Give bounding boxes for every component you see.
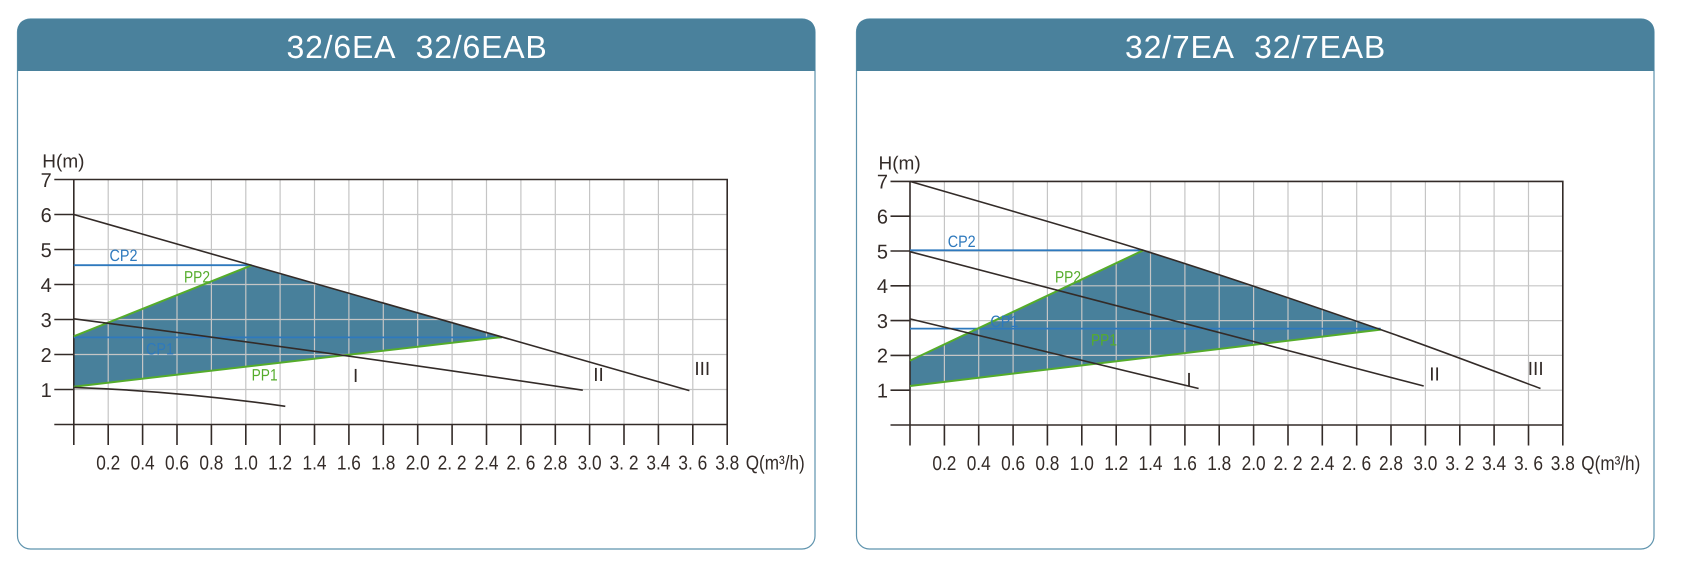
svg-text:CP1: CP1 xyxy=(990,313,1018,331)
svg-text:CP1: CP1 xyxy=(146,340,174,358)
svg-text:PP2: PP2 xyxy=(184,269,210,287)
svg-text:3. 2: 3. 2 xyxy=(1445,453,1474,475)
svg-text:2.4: 2.4 xyxy=(475,452,499,474)
svg-text:0.6: 0.6 xyxy=(1001,453,1025,475)
svg-text:7: 7 xyxy=(41,170,52,192)
svg-text:PP1: PP1 xyxy=(252,366,278,384)
svg-text:0.4: 0.4 xyxy=(967,453,991,475)
svg-text:32/7EA 32/7EAB: 32/7EA 32/7EAB xyxy=(1125,29,1386,65)
svg-text:2.8: 2.8 xyxy=(1379,453,1403,475)
svg-text:H(m): H(m) xyxy=(42,152,84,173)
svg-text:3.0: 3.0 xyxy=(578,452,602,474)
svg-text:1.2: 1.2 xyxy=(268,452,292,474)
svg-text:5: 5 xyxy=(877,241,888,263)
svg-text:2: 2 xyxy=(41,345,52,367)
svg-text:5: 5 xyxy=(41,240,52,262)
svg-text:I: I xyxy=(1186,370,1191,391)
svg-text:3.0: 3.0 xyxy=(1413,453,1437,475)
svg-text:1.4: 1.4 xyxy=(1139,453,1163,475)
svg-text:2.0: 2.0 xyxy=(406,452,430,474)
svg-text:3.8: 3.8 xyxy=(715,452,739,474)
svg-text:32/6EA 32/6EAB: 32/6EA 32/6EAB xyxy=(286,29,547,65)
svg-text:0.2: 0.2 xyxy=(932,453,956,475)
svg-text:0.8: 0.8 xyxy=(1035,453,1059,475)
svg-text:1: 1 xyxy=(877,381,888,403)
svg-text:3. 6: 3. 6 xyxy=(1514,453,1543,475)
svg-text:3: 3 xyxy=(41,310,52,332)
svg-text:1: 1 xyxy=(41,380,52,402)
svg-text:II: II xyxy=(593,365,604,386)
svg-text:1.6: 1.6 xyxy=(337,452,361,474)
svg-text:4: 4 xyxy=(41,275,52,297)
svg-text:2. 2: 2. 2 xyxy=(1274,453,1303,475)
svg-text:1.0: 1.0 xyxy=(1070,453,1094,475)
svg-text:3: 3 xyxy=(877,311,888,333)
svg-text:Q(m³/h): Q(m³/h) xyxy=(1581,453,1640,475)
svg-text:1.2: 1.2 xyxy=(1104,453,1128,475)
svg-text:II: II xyxy=(1429,365,1440,386)
svg-text:III: III xyxy=(1528,359,1544,380)
svg-text:6: 6 xyxy=(41,205,52,227)
svg-text:2.4: 2.4 xyxy=(1310,453,1334,475)
svg-text:3.4: 3.4 xyxy=(1482,453,1506,475)
svg-text:0.4: 0.4 xyxy=(131,452,155,474)
svg-text:CP2: CP2 xyxy=(948,233,976,251)
svg-text:0.2: 0.2 xyxy=(96,452,120,474)
svg-text:3.4: 3.4 xyxy=(646,452,670,474)
svg-text:2. 6: 2. 6 xyxy=(1342,453,1371,475)
svg-text:Q(m³/h): Q(m³/h) xyxy=(746,452,805,474)
svg-text:2. 2: 2. 2 xyxy=(438,452,467,474)
svg-text:PP2: PP2 xyxy=(1055,268,1081,286)
svg-text:4: 4 xyxy=(877,276,888,298)
svg-text:III: III xyxy=(694,359,710,380)
svg-text:3. 2: 3. 2 xyxy=(610,452,639,474)
svg-text:3.8: 3.8 xyxy=(1551,453,1575,475)
svg-text:1.4: 1.4 xyxy=(303,452,327,474)
svg-text:0.8: 0.8 xyxy=(199,452,223,474)
svg-text:1.0: 1.0 xyxy=(234,452,258,474)
svg-text:PP1: PP1 xyxy=(1091,332,1117,350)
svg-text:1.8: 1.8 xyxy=(371,452,395,474)
svg-text:I: I xyxy=(353,366,358,387)
svg-text:1.8: 1.8 xyxy=(1207,453,1231,475)
svg-text:H(m): H(m) xyxy=(879,153,921,174)
svg-text:CP2: CP2 xyxy=(110,247,138,265)
svg-text:3. 6: 3. 6 xyxy=(678,452,707,474)
svg-text:2.0: 2.0 xyxy=(1242,453,1266,475)
svg-text:6: 6 xyxy=(877,207,888,229)
svg-text:0.6: 0.6 xyxy=(165,452,189,474)
svg-text:2. 6: 2. 6 xyxy=(506,452,535,474)
svg-text:1.6: 1.6 xyxy=(1173,453,1197,475)
svg-text:7: 7 xyxy=(877,172,888,194)
svg-text:2.8: 2.8 xyxy=(543,452,567,474)
svg-text:2: 2 xyxy=(877,346,888,368)
